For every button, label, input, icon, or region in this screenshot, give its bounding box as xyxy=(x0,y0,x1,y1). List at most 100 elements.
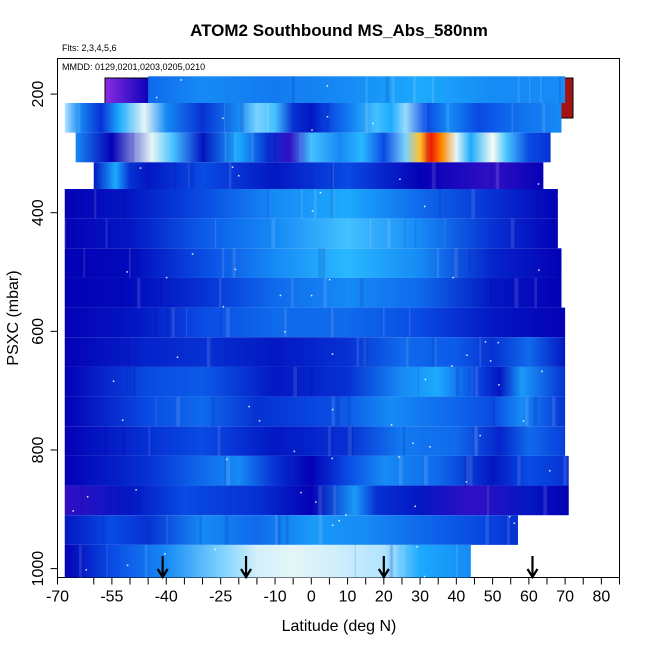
heatmap-streak xyxy=(225,307,230,338)
heatmap-streak xyxy=(226,455,230,486)
heatmap-speck xyxy=(537,183,540,185)
y-tick-label: 400 xyxy=(30,199,47,226)
x-tick-label: 20 xyxy=(375,589,393,606)
x-axis-label: Latitude (deg N) xyxy=(282,618,397,635)
heatmap-speck xyxy=(541,370,543,373)
heatmap-streak xyxy=(64,218,67,249)
heatmap-streak xyxy=(469,248,471,278)
heatmap-speck xyxy=(326,115,329,118)
heatmap-streak xyxy=(387,218,391,249)
heatmap-streak xyxy=(176,396,181,427)
heatmap-streak xyxy=(266,188,269,219)
heatmap-streak xyxy=(404,218,406,249)
heatmap-streak xyxy=(534,277,537,308)
heatmap-streak xyxy=(299,132,301,163)
heatmap-speck xyxy=(489,360,492,362)
heatmap-speck xyxy=(338,520,340,522)
heatmap-streak xyxy=(510,218,515,249)
y-axis: 200 400 600 800 1000 xyxy=(30,81,58,587)
heatmap-streak xyxy=(423,455,428,486)
heatmap-streak xyxy=(431,337,434,367)
heatmap-streak xyxy=(291,277,294,308)
x-axis: -70 -55 -40 -25 -10 0 10 20 30 40 50 60 70 80 xyxy=(46,577,620,606)
heatmap-streak xyxy=(369,218,372,249)
heatmap-streak xyxy=(391,544,393,578)
heatmap xyxy=(64,76,569,578)
x-tick-label: -10 xyxy=(263,589,286,606)
heatmap-streak xyxy=(332,188,335,219)
down-arrow-icon xyxy=(526,556,539,580)
heatmap-streak xyxy=(128,248,131,278)
heatmap-speck xyxy=(331,457,333,460)
heatmap-band xyxy=(64,188,558,219)
heatmap-speck xyxy=(424,378,427,381)
heatmap-streak xyxy=(229,485,232,516)
heatmap-streak xyxy=(109,485,112,516)
heatmap-speck xyxy=(345,514,347,516)
heatmap-streak xyxy=(311,162,313,189)
heatmap-streak xyxy=(431,76,435,103)
heatmap-streak xyxy=(356,337,359,367)
heatmap-streak xyxy=(206,337,211,367)
heatmap-streak xyxy=(311,366,314,397)
heatmap-streak xyxy=(80,485,83,516)
heatmap-streak xyxy=(474,426,477,456)
heatmap-streak xyxy=(489,162,494,189)
heatmap-streak xyxy=(328,426,331,456)
heatmap-speck xyxy=(328,278,331,281)
heatmap-streak xyxy=(514,277,519,308)
heatmap-streak xyxy=(455,544,458,578)
heatmap-speck xyxy=(423,575,426,578)
heatmap-band xyxy=(64,277,562,308)
x-tick-label: -55 xyxy=(100,589,123,606)
heatmap-speck xyxy=(451,365,453,367)
heatmap-streak xyxy=(292,76,295,103)
heatmap-streak xyxy=(333,485,336,516)
heatmap-streak xyxy=(454,248,458,278)
heatmap-streak xyxy=(173,162,177,189)
heatmap-streak xyxy=(406,337,409,367)
heatmap-streak xyxy=(145,544,148,578)
heatmap-streak xyxy=(155,396,157,427)
heatmap-streak xyxy=(354,544,356,578)
heatmap-streak xyxy=(385,76,390,103)
heatmap-streak xyxy=(559,76,561,103)
heatmap-streak xyxy=(224,455,226,486)
heatmap-speck xyxy=(164,553,166,555)
heatmap-streak xyxy=(83,248,86,278)
heatmap-streak xyxy=(77,102,81,133)
overpass-arrows xyxy=(156,556,539,580)
heatmap-streak xyxy=(507,515,510,545)
y-tick-label: 200 xyxy=(30,81,47,108)
heatmap-streak xyxy=(137,248,140,278)
heatmap-streak xyxy=(425,132,429,163)
heatmap-speck xyxy=(452,276,454,279)
heatmap-speck xyxy=(549,470,551,472)
heatmap-streak xyxy=(391,76,395,103)
heatmap-streak xyxy=(331,396,335,427)
heatmap-streak xyxy=(219,307,222,338)
heatmap-streak xyxy=(348,426,353,456)
heatmap-streak xyxy=(479,337,482,367)
heatmap-speck xyxy=(484,341,487,343)
heatmap-streak xyxy=(132,366,137,397)
heatmap-speck xyxy=(497,341,500,344)
heatmap-streak xyxy=(363,337,366,367)
y-tick-label: 1000 xyxy=(30,551,47,587)
heatmap-streak xyxy=(232,248,236,278)
heatmap-streak xyxy=(438,188,442,219)
heatmap-band xyxy=(93,162,544,189)
heatmap-streak xyxy=(511,102,514,133)
heatmap-streak xyxy=(165,307,169,338)
heatmap-speck xyxy=(226,458,228,461)
heatmap-streak xyxy=(166,515,168,545)
heatmap-streak xyxy=(135,132,137,163)
x-tick-label: 50 xyxy=(484,589,502,606)
heatmap-streak xyxy=(517,76,520,103)
heatmap-band xyxy=(64,485,569,516)
heatmap-band xyxy=(64,337,566,367)
heatmap-streak xyxy=(131,132,134,163)
x-tick-label: 80 xyxy=(592,589,610,606)
heatmap-speck xyxy=(465,481,468,483)
heatmap-streak xyxy=(543,485,548,516)
